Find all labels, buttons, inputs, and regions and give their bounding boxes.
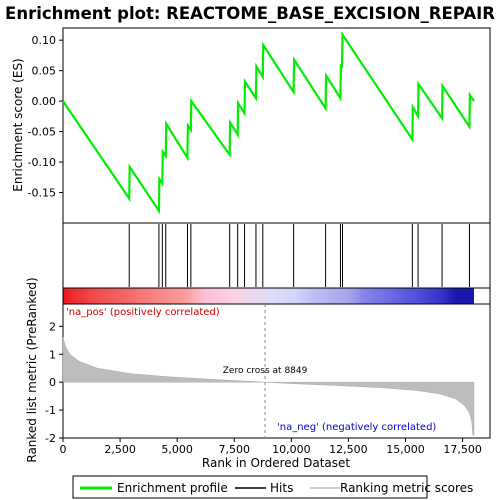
x-tick-label: 0: [60, 443, 67, 456]
es-y-tick-label: -0.05: [28, 126, 56, 139]
enrichment-profile-line: [62, 31, 475, 215]
es-panel-frame: [62, 27, 491, 224]
metric-y-tick-label: -1: [45, 404, 56, 417]
x-tick-label: 15,000: [386, 443, 425, 456]
x-tick-label: 17,500: [443, 443, 482, 456]
es-y-axis-label: Enrichment score (ES): [11, 58, 25, 191]
negative-correlation-label: 'na_neg' (negatively correlated): [277, 422, 436, 433]
legend-frame: [72, 475, 428, 499]
x-tick-label: 2,500: [104, 443, 136, 456]
es-y-tick-label: 0.05: [32, 65, 57, 78]
metric-y-tick-label: 1: [49, 348, 56, 361]
metric-y-ticks: 2 1 0 -1 -2: [45, 320, 63, 445]
es-y-tick-label: 0.10: [32, 34, 57, 47]
metric-y-tick-label: 2: [49, 320, 56, 333]
metric-y-tick-label: 0: [49, 376, 56, 389]
es-panel: 0.10 0.05 0.00 -0.05 -0.10 -0.15 Enrichment s…: [11, 27, 491, 224]
metric-y-tick-label: -2: [45, 432, 56, 445]
es-y-tick-label: 0.00: [32, 95, 57, 108]
chart-title: Enrichment plot: REACTOME_BASE_EXCISION_…: [5, 4, 495, 23]
x-axis-ticks: 0 2,500 5,000 7,500 10,000 12,500 15,000 17,500: [60, 438, 482, 456]
es-y-tick-label: -0.10: [28, 156, 56, 169]
es-y-ticks: 0.10 0.05 0.00 -0.05 -0.10 -0.15: [28, 34, 63, 200]
positive-correlation-label: 'na_pos' (positively correlated): [66, 307, 220, 318]
legend-hits-label: Hits: [270, 481, 293, 495]
hit-lines: [128, 224, 470, 287]
x-tick-label: 10,000: [272, 443, 311, 456]
zero-cross-label: Zero cross at 8849: [223, 366, 308, 376]
hits-panel: [62, 222, 491, 289]
ranking-color-band: [63, 288, 474, 304]
x-tick-label: 7,500: [219, 443, 251, 456]
hits-panel-frame: [62, 222, 491, 289]
x-tick-label: 5,000: [161, 443, 193, 456]
x-axis-label: Rank in Ordered Dataset: [202, 456, 350, 470]
legend-enrichment-label: Enrichment profile: [117, 481, 228, 495]
heatmap-band-panel: [62, 287, 491, 305]
metric-y-axis-label: Ranked list metric (PreRanked): [25, 277, 39, 462]
metric-panel: 2 1 0 -1 -2 Zero cross at 8849 'na_pos' (pos…: [25, 277, 491, 463]
metric-panel-frame: [62, 303, 491, 439]
legend-metric-label: Ranking metric scores: [340, 481, 473, 495]
ranking-metric-area: [62, 337, 475, 436]
legend: Enrichment profile Hits Ranking metric s…: [72, 475, 473, 499]
es-y-tick-label: -0.15: [28, 187, 56, 200]
x-tick-label: 12,500: [329, 443, 368, 456]
